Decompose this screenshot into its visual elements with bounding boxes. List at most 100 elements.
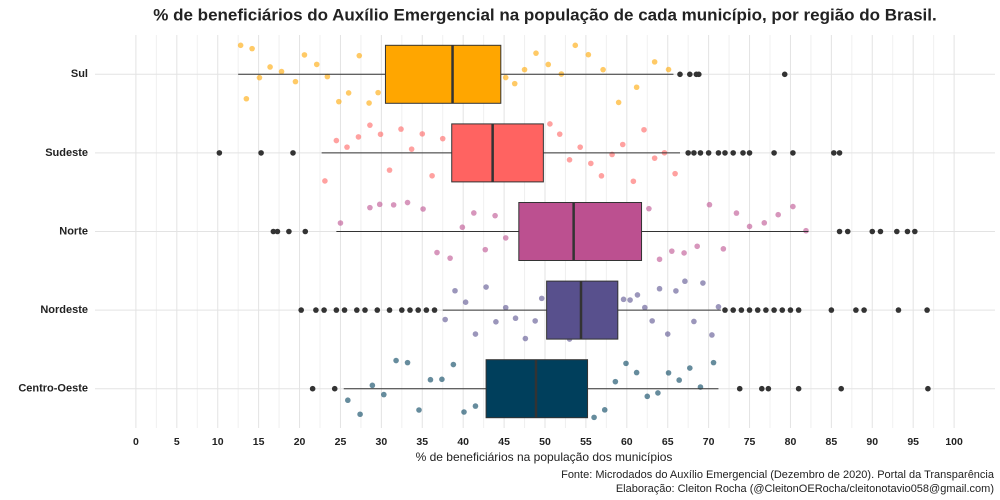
jitter-point	[313, 61, 320, 68]
outlier	[354, 307, 360, 313]
outlier	[771, 307, 777, 313]
outlier	[386, 307, 393, 313]
outlier	[925, 385, 931, 392]
outlier	[415, 307, 421, 313]
jitter-point	[482, 246, 489, 253]
outlier	[697, 150, 704, 156]
jitter-point	[366, 100, 372, 106]
jitter-point	[651, 155, 658, 161]
outlier	[722, 150, 728, 156]
outlier	[781, 71, 788, 78]
outlier	[787, 307, 794, 313]
jitter-point	[634, 292, 641, 298]
jitter-point	[511, 80, 518, 87]
jitter-point	[292, 78, 299, 85]
jitter-point	[600, 66, 606, 73]
x-axis-label: % de beneficiários na população dos muni…	[416, 450, 673, 464]
jitter-point	[256, 74, 263, 81]
outlier	[836, 150, 843, 156]
jitter-point	[408, 146, 415, 152]
box	[518, 202, 643, 261]
jitter-point	[420, 206, 426, 212]
outlier	[286, 228, 292, 235]
jitter-point	[641, 126, 647, 133]
jitter-point	[502, 235, 509, 241]
x-tick-label: 75	[744, 436, 756, 448]
jitter-point	[267, 64, 273, 70]
jitter-point	[656, 285, 663, 292]
outlier	[309, 385, 316, 392]
jitter-point	[237, 42, 244, 49]
jitter-point	[556, 131, 563, 137]
x-tick-label: 55	[580, 436, 592, 448]
x-tick-label: 5	[174, 436, 180, 448]
outlier	[302, 228, 309, 235]
jitter-point	[381, 391, 387, 398]
jitter-point	[588, 160, 594, 167]
jitter-point	[644, 393, 651, 400]
jitter-point	[375, 89, 381, 96]
jitter-point	[472, 331, 479, 337]
jitter-point	[301, 52, 308, 58]
jitter-point	[429, 172, 435, 179]
jitter-point	[651, 59, 658, 65]
x-tick-label: 25	[335, 436, 347, 448]
jitter-point	[746, 223, 753, 230]
jitter-point	[682, 278, 688, 285]
jitter-point	[681, 250, 687, 256]
x-tick-label: 95	[907, 436, 919, 448]
jitter-point	[345, 397, 351, 404]
outlier	[362, 307, 368, 313]
outlier	[836, 228, 843, 235]
jitter-point	[676, 377, 682, 383]
jitter-point	[493, 319, 499, 325]
jitter-point	[471, 210, 477, 216]
outlier	[904, 228, 911, 235]
jitter-point	[619, 141, 626, 148]
jitter-point	[462, 299, 469, 305]
outlier	[763, 307, 769, 313]
jitter-point	[344, 144, 350, 150]
jitter-point	[416, 407, 422, 413]
outlier	[687, 71, 693, 78]
jitter-point	[502, 74, 509, 81]
jitter-point	[627, 297, 633, 303]
jitter-point	[472, 403, 479, 409]
outlier	[722, 307, 728, 313]
outlier	[765, 385, 772, 392]
jitter-point	[502, 304, 509, 311]
jitter-point	[775, 211, 781, 218]
jitter-point	[333, 137, 340, 144]
outlier	[696, 71, 702, 78]
x-tick-label: 45	[498, 436, 510, 448]
jitter-point	[355, 134, 362, 140]
jitter-point	[672, 170, 678, 177]
jitter-point	[545, 61, 552, 68]
jitter-point	[434, 249, 440, 256]
x-tick-label: 85	[826, 436, 838, 448]
jitter-point	[720, 246, 727, 252]
jitter-point	[715, 304, 722, 310]
outlier	[894, 228, 900, 235]
jitter-point	[601, 407, 608, 413]
jitter-point	[598, 173, 605, 179]
jitter-point	[357, 411, 363, 418]
outlier	[258, 150, 264, 156]
jitter-point	[642, 304, 648, 311]
jitter-point	[367, 204, 373, 211]
outlier	[779, 307, 786, 313]
jitter-point	[655, 390, 661, 396]
jitter-point	[404, 199, 411, 206]
jitter-point	[633, 369, 640, 376]
x-tick-label: 10	[212, 436, 224, 448]
outlier	[407, 307, 413, 313]
outlier	[313, 307, 319, 313]
jitter-point	[664, 331, 671, 337]
outlier	[399, 307, 405, 313]
jitter-point	[336, 98, 342, 105]
outlier	[730, 150, 736, 156]
x-tick-label: 20	[294, 436, 306, 448]
jitter-point	[669, 248, 675, 254]
outlier	[746, 307, 753, 313]
